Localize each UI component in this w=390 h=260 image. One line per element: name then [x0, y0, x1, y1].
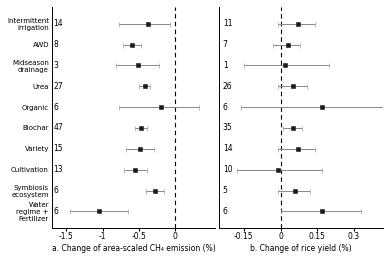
Text: 14: 14 — [223, 144, 232, 153]
Text: 3: 3 — [53, 61, 58, 70]
X-axis label: b. Change of rice yield (%): b. Change of rice yield (%) — [250, 244, 352, 253]
Text: 5: 5 — [223, 186, 228, 195]
Text: 10: 10 — [223, 165, 232, 174]
Text: 26: 26 — [223, 82, 232, 91]
Text: 47: 47 — [53, 124, 63, 132]
Text: 1: 1 — [223, 61, 227, 70]
Text: 6: 6 — [223, 207, 228, 216]
Text: 27: 27 — [53, 82, 63, 91]
Text: 13: 13 — [53, 165, 63, 174]
Text: 6: 6 — [53, 103, 58, 112]
Text: 15: 15 — [53, 144, 63, 153]
Text: 7: 7 — [223, 40, 228, 49]
X-axis label: a. Change of area-scaled CH₄ emission (%): a. Change of area-scaled CH₄ emission (%… — [51, 244, 215, 253]
Text: 6: 6 — [223, 103, 228, 112]
Text: 35: 35 — [223, 124, 232, 132]
Text: 14: 14 — [53, 19, 63, 28]
Text: 6: 6 — [53, 186, 58, 195]
Text: 8: 8 — [53, 40, 58, 49]
Text: 11: 11 — [223, 19, 232, 28]
Text: 6: 6 — [53, 207, 58, 216]
